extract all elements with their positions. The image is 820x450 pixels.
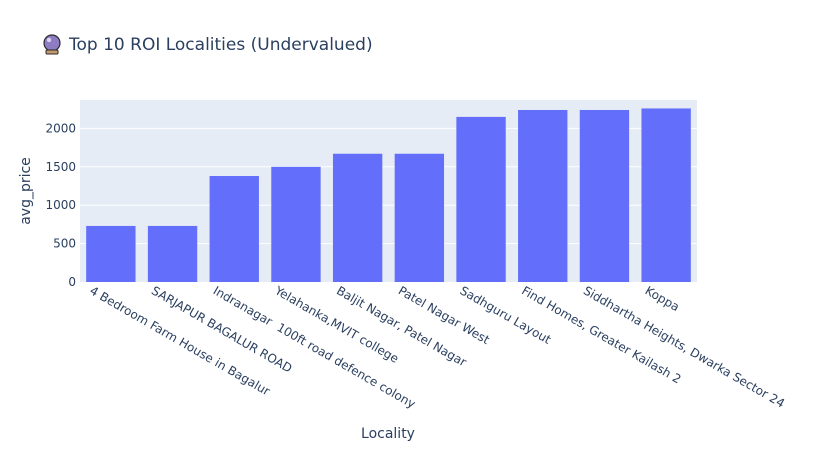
x-axis-title: Locality	[361, 426, 415, 442]
y-tick-label: 0	[68, 275, 76, 289]
y-axis-title: avg_price	[18, 157, 34, 225]
x-axis-ticks: 4 Bedroom Farm House in BagalurSARJAPUR …	[87, 283, 787, 411]
bar[interactable]	[332, 153, 383, 282]
bar[interactable]	[147, 225, 198, 282]
bar[interactable]	[641, 108, 691, 282]
chart-title-group: Top 10 ROI Localities (Undervalued)	[43, 34, 373, 55]
bar[interactable]	[394, 153, 445, 282]
bar[interactable]	[579, 109, 630, 282]
chart-title: Top 10 ROI Localities (Undervalued)	[68, 35, 373, 55]
crystal-ball-icon	[43, 34, 61, 55]
bars	[86, 108, 691, 282]
x-tick-label: Koppa	[643, 283, 682, 314]
bar[interactable]	[456, 116, 506, 282]
y-tick-label: 1500	[45, 160, 76, 174]
bar[interactable]	[86, 225, 136, 282]
bar[interactable]	[209, 176, 259, 282]
y-axis-ticks: 0 500 1000 1500 2000	[45, 121, 76, 289]
y-tick-label: 1000	[45, 198, 76, 212]
bar[interactable]	[271, 166, 321, 282]
y-tick-label: 2000	[45, 121, 76, 135]
y-tick-label: 500	[53, 237, 76, 251]
bar[interactable]	[518, 109, 568, 282]
